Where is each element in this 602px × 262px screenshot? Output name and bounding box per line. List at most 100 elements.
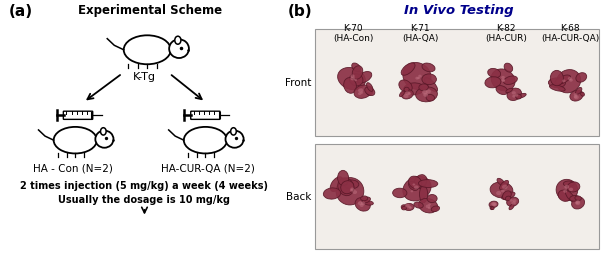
Ellipse shape <box>485 77 501 88</box>
Ellipse shape <box>431 206 439 212</box>
Ellipse shape <box>175 36 181 44</box>
Circle shape <box>358 88 363 92</box>
Ellipse shape <box>504 76 517 84</box>
Ellipse shape <box>409 181 418 190</box>
Ellipse shape <box>506 88 512 93</box>
FancyBboxPatch shape <box>315 29 599 136</box>
Ellipse shape <box>501 192 515 199</box>
Text: 2 times injection (5 mg/kg) a week (4 weeks): 2 times injection (5 mg/kg) a week (4 we… <box>20 181 268 191</box>
Circle shape <box>414 185 419 189</box>
Ellipse shape <box>231 128 237 135</box>
Circle shape <box>512 91 516 95</box>
Ellipse shape <box>517 93 526 98</box>
Ellipse shape <box>365 87 375 96</box>
Ellipse shape <box>503 191 511 200</box>
Ellipse shape <box>54 127 97 154</box>
FancyBboxPatch shape <box>191 111 220 119</box>
Ellipse shape <box>338 170 349 185</box>
Circle shape <box>360 204 364 207</box>
Circle shape <box>409 207 412 209</box>
Ellipse shape <box>563 181 574 187</box>
Ellipse shape <box>558 190 571 201</box>
Circle shape <box>428 207 430 209</box>
Circle shape <box>515 94 518 97</box>
Ellipse shape <box>355 198 370 211</box>
Ellipse shape <box>393 188 407 198</box>
Ellipse shape <box>422 74 436 85</box>
Ellipse shape <box>367 83 373 91</box>
Ellipse shape <box>402 90 414 99</box>
Circle shape <box>226 130 244 148</box>
Circle shape <box>574 95 577 98</box>
Ellipse shape <box>419 84 429 91</box>
Ellipse shape <box>555 75 571 84</box>
Ellipse shape <box>550 70 563 86</box>
Ellipse shape <box>507 88 521 101</box>
Circle shape <box>576 202 579 204</box>
Circle shape <box>403 94 409 98</box>
Ellipse shape <box>101 128 106 135</box>
Ellipse shape <box>491 207 494 210</box>
Text: K-Tg: K-Tg <box>133 72 156 82</box>
Ellipse shape <box>504 63 513 72</box>
Circle shape <box>576 200 580 204</box>
Ellipse shape <box>571 197 585 209</box>
Circle shape <box>358 201 362 205</box>
Ellipse shape <box>404 203 414 211</box>
Ellipse shape <box>550 85 565 91</box>
Ellipse shape <box>500 181 509 190</box>
Text: (b): (b) <box>288 4 312 19</box>
Ellipse shape <box>576 73 587 82</box>
Circle shape <box>576 201 580 205</box>
Ellipse shape <box>507 197 519 206</box>
Circle shape <box>354 79 357 81</box>
Text: Front: Front <box>285 78 312 88</box>
Ellipse shape <box>357 72 372 83</box>
Circle shape <box>563 190 567 193</box>
Ellipse shape <box>548 78 565 88</box>
Ellipse shape <box>344 78 356 93</box>
Circle shape <box>492 202 497 206</box>
Text: K-82
(HA-CUR): K-82 (HA-CUR) <box>485 24 527 43</box>
Text: HA-CUR-QA (N=2): HA-CUR-QA (N=2) <box>161 164 255 174</box>
Ellipse shape <box>402 206 406 210</box>
Text: In Vivo Testing: In Vivo Testing <box>403 4 514 17</box>
Circle shape <box>426 205 430 208</box>
Circle shape <box>574 93 577 96</box>
Ellipse shape <box>349 74 363 86</box>
Ellipse shape <box>565 191 575 202</box>
Circle shape <box>169 39 189 58</box>
Ellipse shape <box>414 202 423 208</box>
Ellipse shape <box>414 175 427 189</box>
Ellipse shape <box>341 181 354 194</box>
Ellipse shape <box>576 88 582 94</box>
Ellipse shape <box>570 90 583 101</box>
Text: K-70
(HA-Con): K-70 (HA-Con) <box>333 24 373 43</box>
Circle shape <box>358 92 362 95</box>
Circle shape <box>350 77 355 80</box>
Circle shape <box>417 77 420 79</box>
Ellipse shape <box>367 87 373 95</box>
Ellipse shape <box>336 178 364 205</box>
Circle shape <box>426 89 431 94</box>
Circle shape <box>361 91 363 94</box>
Ellipse shape <box>403 176 431 201</box>
Ellipse shape <box>490 206 493 210</box>
Circle shape <box>491 202 495 206</box>
Circle shape <box>568 77 572 80</box>
Circle shape <box>509 199 513 202</box>
Text: K-71
(HA-QA): K-71 (HA-QA) <box>402 24 438 43</box>
Ellipse shape <box>580 92 585 96</box>
Circle shape <box>408 92 411 95</box>
Ellipse shape <box>352 63 361 72</box>
Circle shape <box>352 190 357 194</box>
Ellipse shape <box>330 177 343 192</box>
Ellipse shape <box>491 69 515 91</box>
Circle shape <box>569 79 573 82</box>
Ellipse shape <box>415 87 438 102</box>
Ellipse shape <box>509 204 514 210</box>
Circle shape <box>501 79 505 82</box>
Ellipse shape <box>400 91 405 97</box>
Circle shape <box>415 77 419 80</box>
Ellipse shape <box>338 178 354 196</box>
